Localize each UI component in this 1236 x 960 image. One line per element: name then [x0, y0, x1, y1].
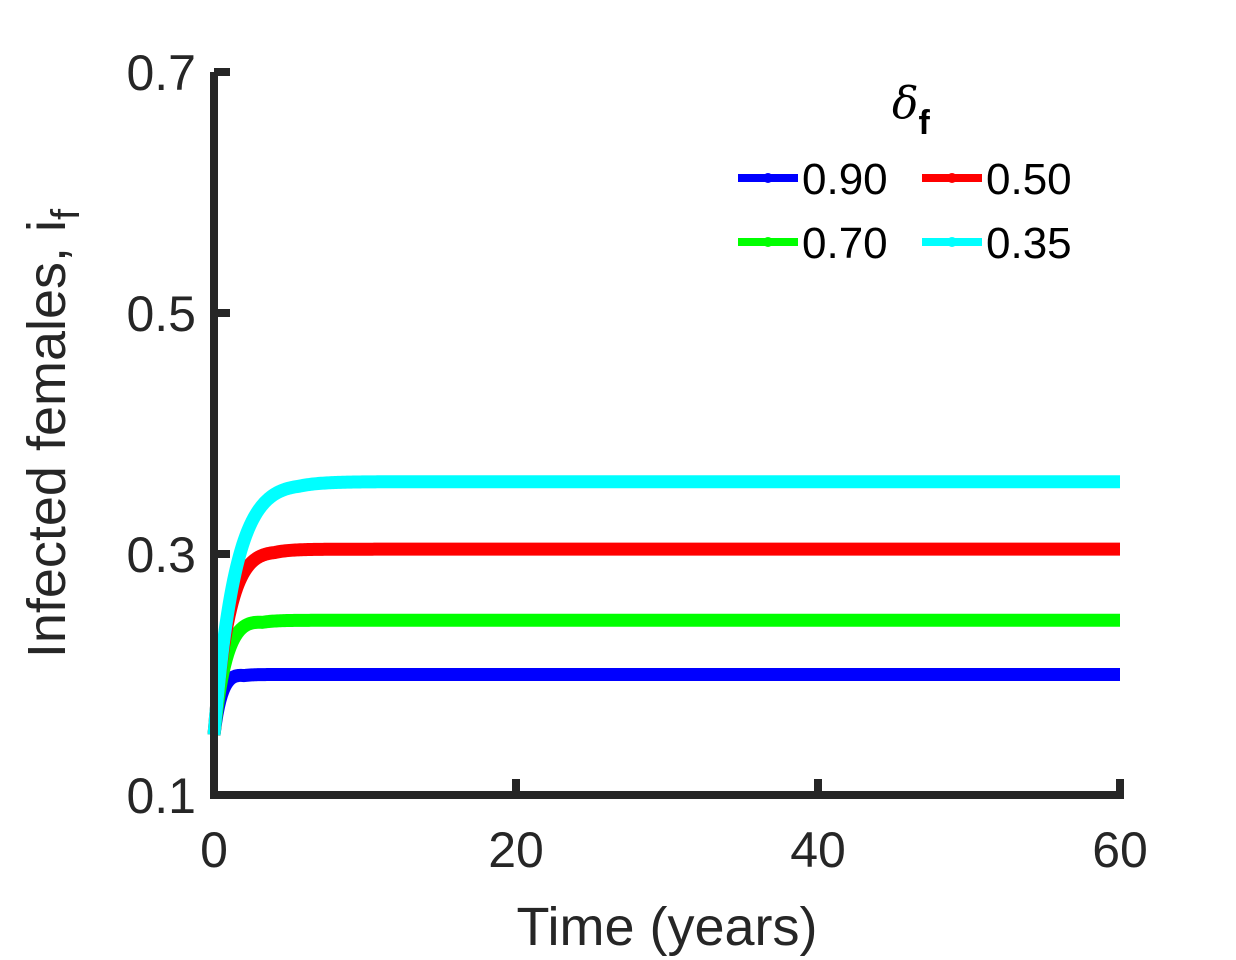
legend-marker — [763, 237, 773, 247]
x-tick-label: 0 — [200, 822, 228, 878]
x-axis-title: Time (years) — [516, 897, 817, 957]
y-axis-title-subscript: f — [44, 208, 88, 220]
legend-title-subscript: f — [919, 104, 931, 142]
series-line — [207, 542, 1125, 736]
ticks-layer: 0 20 40 60 0.1 0.3 0.5 0.7 — [126, 45, 1147, 878]
legend-label: 0.70 — [802, 219, 888, 268]
y-tick-label: 0.7 — [126, 45, 196, 101]
series-line — [207, 613, 1125, 736]
y-tick-label: 0.1 — [126, 768, 196, 824]
series-line — [207, 668, 1125, 736]
legend-label: 0.50 — [986, 155, 1072, 204]
legend-entries: 0.90 0.70 0.50 0.35 — [738, 155, 1072, 268]
axes-layer — [210, 72, 1124, 799]
legend-marker — [947, 237, 957, 247]
legend-marker — [947, 173, 957, 183]
y-tick-label: 0.5 — [126, 286, 196, 342]
legend-title-delta: δ — [892, 78, 919, 129]
legend-label: 0.90 — [802, 155, 888, 204]
legend-marker — [763, 173, 773, 183]
y-axis-title: Infected females, if — [17, 208, 88, 658]
y-tick-label: 0.3 — [126, 527, 196, 583]
x-tick-label: 60 — [1092, 822, 1148, 878]
series-layer — [207, 475, 1125, 736]
legend: δf 0.90 0.70 0.50 0.35 — [738, 78, 1072, 268]
series-line — [207, 475, 1125, 736]
y-axis-title-main: Infected females, i — [17, 220, 77, 658]
x-tick-label: 20 — [488, 822, 544, 878]
legend-title: δf — [892, 78, 931, 142]
legend-label: 0.35 — [986, 219, 1072, 268]
x-tick-label: 40 — [790, 822, 846, 878]
